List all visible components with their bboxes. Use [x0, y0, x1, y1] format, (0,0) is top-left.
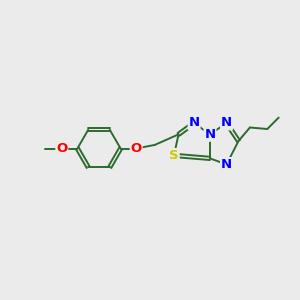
Text: N: N	[204, 128, 216, 141]
Text: O: O	[130, 142, 142, 155]
Text: N: N	[221, 116, 232, 130]
Text: N: N	[221, 158, 232, 171]
Text: O: O	[56, 142, 68, 155]
Text: N: N	[188, 116, 200, 130]
Text: S: S	[169, 149, 179, 162]
